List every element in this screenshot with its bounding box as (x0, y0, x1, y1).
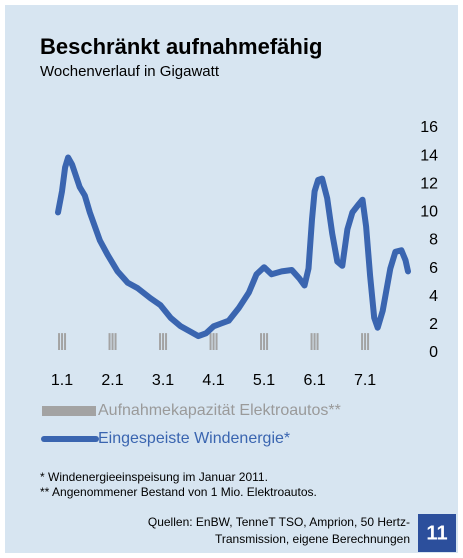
bar (260, 333, 269, 350)
bar-stripe (111, 333, 114, 350)
bar-stripe (162, 333, 165, 350)
bar-stripe (313, 333, 316, 350)
bar-stripe (260, 333, 263, 350)
x-tick-label: 3.1 (152, 372, 174, 389)
bar (58, 333, 67, 350)
bar-stripe (209, 333, 212, 350)
y-tick-label: 14 (420, 147, 438, 164)
bar (108, 333, 117, 350)
y-tick-label: 6 (429, 260, 438, 277)
bar-stripe (364, 333, 367, 350)
legend-label: Aufnahmekapazität Elektroautos** (98, 402, 341, 419)
chart-title: Beschränkt aufnahmefähig (40, 34, 322, 59)
bar (209, 333, 218, 350)
bar (361, 333, 370, 350)
y-tick-label: 8 (429, 232, 438, 249)
x-tick-label: 2.1 (101, 372, 123, 389)
x-tick-label: 6.1 (303, 372, 325, 389)
y-tick-label: 0 (429, 344, 438, 361)
y-tick-label: 4 (429, 288, 438, 305)
legend-swatch (42, 406, 96, 416)
line (55, 154, 411, 340)
bar-stripe (159, 333, 162, 350)
legend-label: Eingespeiste Windenergie* (98, 430, 290, 447)
bar-stripe (64, 333, 67, 350)
bar-stripe (114, 333, 117, 350)
footnote: * Windenergieeinspeisung im Januar 2011. (40, 470, 268, 484)
x-tick-label: 5.1 (253, 372, 275, 389)
bar-stripe (367, 333, 370, 350)
bar-stripe (212, 333, 215, 350)
bar-stripe (361, 333, 364, 350)
bar-stripe (58, 333, 61, 350)
bar-stripe (266, 333, 269, 350)
panel-background (5, 5, 458, 553)
bar-stripe (165, 333, 168, 350)
y-tick-label: 16 (420, 119, 438, 136)
source: Transmission, eigene Berechnungen (215, 532, 410, 546)
footnote: ** Angenommener Bestand von 1 Mio. Elekt… (40, 485, 317, 499)
bar-stripe (316, 333, 319, 350)
y-tick-label: 12 (420, 175, 438, 192)
bar-stripe (215, 333, 218, 350)
x-tick-label: 7.1 (354, 372, 376, 389)
page-number: 11 (426, 522, 447, 544)
x-tick-label: 4.1 (202, 372, 224, 389)
chart-subtitle: Wochenverlauf in Gigawatt (40, 63, 220, 80)
bar-stripe (263, 333, 266, 350)
page-number-box (418, 514, 456, 552)
source: Quellen: EnBW, TenneT TSO, Amprion, 50 H… (148, 515, 410, 529)
y-tick-label: 10 (420, 204, 438, 221)
x-tick-label: 1.1 (51, 372, 73, 389)
bar-stripe (108, 333, 111, 350)
bar (159, 333, 168, 350)
bar-stripe (61, 333, 64, 350)
bar (310, 333, 319, 350)
y-tick-label: 2 (429, 316, 438, 333)
bar-stripe (310, 333, 313, 350)
